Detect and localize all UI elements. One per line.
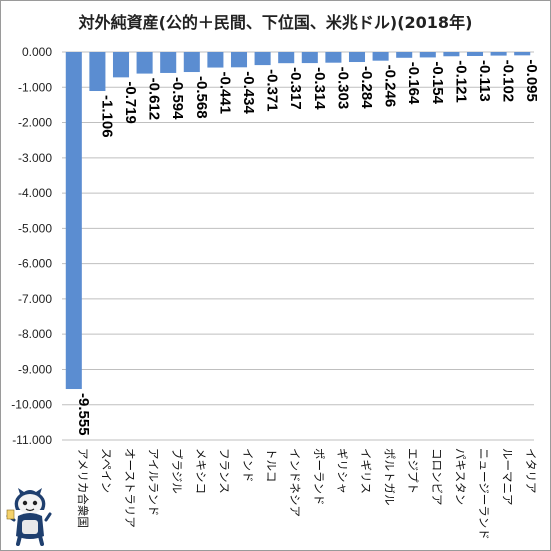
data-label: -0.612 [146,78,163,121]
bar [348,52,366,63]
y-tick-label: -2.000 [18,116,52,130]
bar [160,52,177,73]
bar [466,52,484,56]
category-label: ルーマニア [501,448,515,505]
data-label: -0.154 [429,61,446,104]
data-label: -0.434 [240,71,257,114]
category-label: ブラジル [170,448,184,494]
y-axis-ticks: 0.000 -1.000 -2.000 -3.000 -4.000 -5.000 -6.00… [11,45,52,447]
category-label: トルコ [265,448,279,482]
category-label: フランス [217,448,231,494]
category-label: コロンビア [430,448,444,506]
data-label: -0.314 [311,67,328,110]
bar [301,52,318,64]
category-labels: アメリカ合衆国 スペイン オーストラリア アイルランド ブラジル メキシコ フランス インドト… [76,448,538,540]
data-label: -0.317 [287,67,304,110]
data-label: -0.246 [382,65,399,108]
bar [207,52,224,68]
y-tick-label: -1.000 [18,80,52,94]
category-label: エジプト [406,448,420,494]
category-label: ポルトガル [383,448,397,506]
bar [65,52,82,390]
data-label: -9.555 [75,393,92,436]
y-tick-label: -4.000 [18,186,52,200]
category-label: ニュージーランド [477,448,491,540]
data-label: -0.594 [169,77,186,120]
grid-lines [62,51,534,441]
y-tick-label: -5.000 [18,221,52,235]
y-tick-label: 0.000 [22,45,52,59]
bar [136,52,153,74]
data-label: -0.441 [216,72,233,115]
category-label: イギリス [359,448,373,494]
category-label: スペイン [99,448,113,493]
bar [89,52,106,92]
data-label: -0.303 [334,67,351,110]
category-label: パキスタン [453,448,467,505]
category-label: ポーランド [312,448,326,506]
data-label: -0.371 [264,69,281,112]
bar [112,52,130,78]
bar [372,52,389,61]
bar [278,52,295,64]
bar [443,52,460,57]
data-label: -0.568 [193,76,210,119]
y-tick-label: -7.000 [18,292,52,306]
y-tick-label: -11.000 [12,433,52,447]
data-label: -0.284 [358,66,375,109]
bar [230,52,248,68]
bar [419,52,436,58]
y-tick-label: -8.000 [18,327,52,341]
y-tick-label: -3.000 [18,151,52,165]
y-tick-label: -6.000 [18,257,52,271]
data-label: -1.106 [98,95,115,138]
bar [183,52,200,73]
data-label: -0.095 [523,59,540,102]
category-label: インドネシア [288,448,302,517]
bar [490,52,507,56]
category-label: メキシコ [194,448,208,494]
bar [514,52,531,56]
data-label: -0.113 [476,60,493,102]
bar [396,52,413,58]
data-label: -0.719 [122,81,139,124]
y-tick-label: -9.000 [18,362,52,376]
chart-title: 対外純資産(公的＋民間、下位国、米兆ドル)(2018年) [78,13,473,32]
category-label: ギリシャ [335,448,349,494]
mascot-icon [6,488,52,546]
category-label: インド [241,448,255,483]
bar [254,52,271,66]
category-label: イタリア [524,448,538,494]
data-labels: -9.555 -1.106 -0.719 -0.612 -0.594 -0.568 -0.4… [75,59,540,435]
category-label: オーストラリア [123,448,137,528]
bar [325,52,342,63]
y-tick-label: -10.000 [11,398,52,412]
bars [65,52,531,390]
category-label: アメリカ合衆国 [76,448,90,528]
category-label: アイルランド [147,448,161,516]
data-label: -0.164 [405,62,422,105]
data-label: -0.102 [500,60,517,103]
data-label: -0.121 [452,60,469,103]
